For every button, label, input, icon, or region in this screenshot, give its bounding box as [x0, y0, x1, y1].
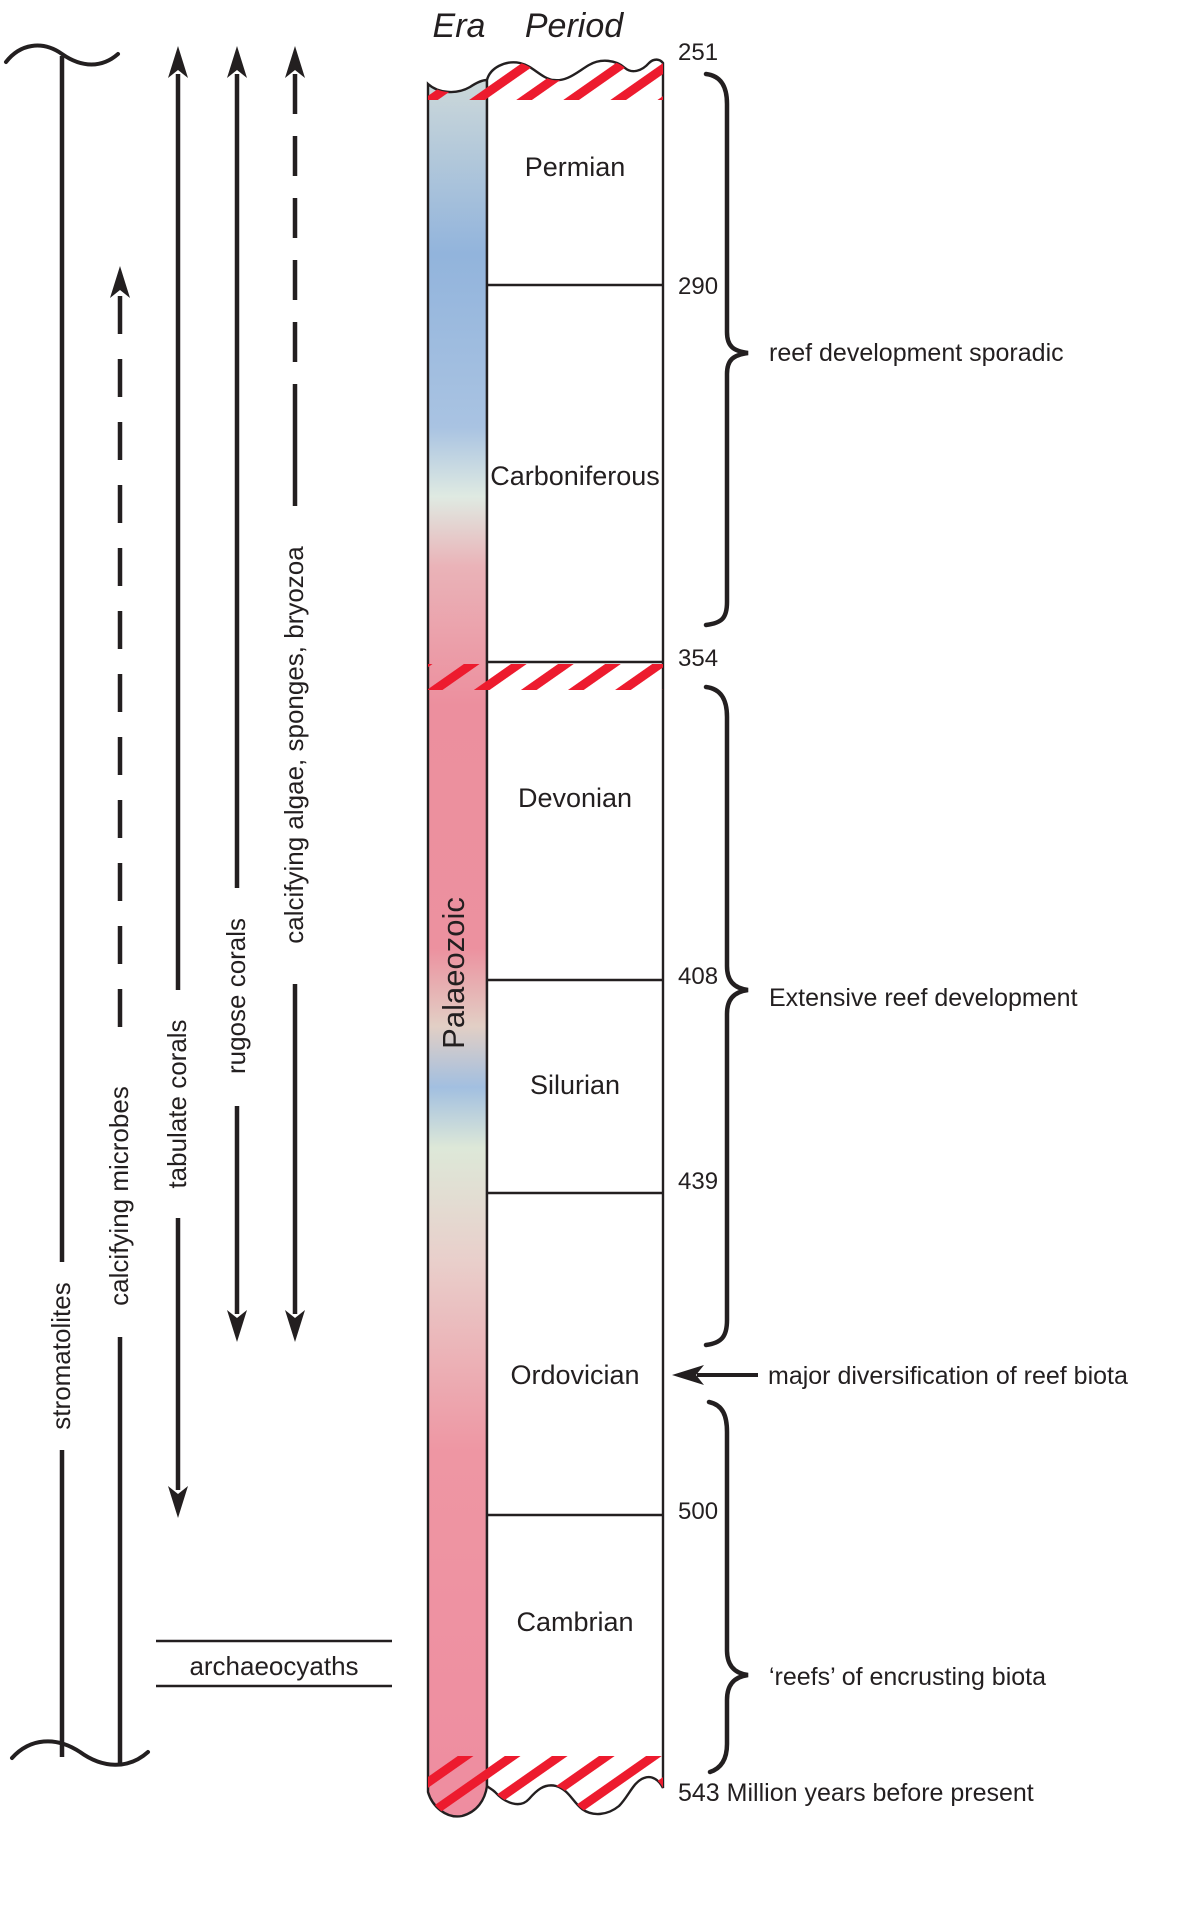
era-label: Palaeozoic: [436, 897, 471, 1049]
period-label-silurian: Silurian: [530, 1070, 620, 1100]
base-age-label: 543 Million years before present: [678, 1779, 1034, 1807]
range-rugose-corals: rugose corals: [221, 46, 251, 1342]
era-column-header: Era: [433, 7, 486, 45]
brace-reef-sporadic: [703, 71, 749, 628]
bottom-hatch-band: [428, 1756, 663, 1817]
period-label-ordovician: Ordovician: [510, 1360, 639, 1390]
down-arrowhead-icon: [285, 1310, 305, 1342]
period-label-cambrian: Cambrian: [516, 1607, 633, 1637]
range-stromatolites: stromatolites: [4, 43, 150, 1767]
period-label-carboniferous: Carboniferous: [490, 461, 660, 491]
range-label-calcifying-microbes: calcifying microbes: [104, 1086, 134, 1306]
annotation-diversification: major diversification of reef biota: [768, 1362, 1128, 1390]
period-column: [485, 58, 665, 1816]
range-label-tabulate-corals: tabulate corals: [162, 1019, 192, 1188]
range-label-calcifying-algae: calcifying algae, sponges, bryozoa: [279, 546, 309, 944]
brace-encrusting-reefs: [706, 1399, 749, 1775]
continuation-squiggle-bottom-icon: [10, 1739, 150, 1767]
age-tick-290: 290: [678, 273, 718, 300]
continuation-squiggle-top-icon: [4, 43, 120, 67]
range-label-stromatolites: stromatolites: [46, 1282, 76, 1429]
range-tabulate-corals: tabulate corals: [162, 46, 192, 1518]
annotation-encrusting-biota: ‘reefs’ of encrusting biota: [769, 1663, 1046, 1691]
range-calcifying-microbes: calcifying microbes: [104, 266, 134, 1766]
down-arrowhead-icon: [227, 1310, 247, 1342]
mid-hatch-band-354: [428, 664, 663, 690]
up-arrowhead-icon: [168, 46, 188, 78]
down-arrowhead-icon: [168, 1486, 188, 1518]
range-label-archaeocyaths: archaeocyaths: [189, 1651, 358, 1681]
period-label-devonian: Devonian: [518, 783, 632, 813]
age-tick-354: 354: [678, 645, 718, 672]
range-calcifying-algae-sponges-bryozoa: calcifying algae, sponges, bryozoa: [279, 46, 309, 1342]
range-archaeocyaths: archaeocyaths: [156, 1639, 392, 1688]
up-arrowhead-icon: [110, 266, 130, 298]
range-label-rugose-corals: rugose corals: [221, 918, 251, 1074]
up-arrowhead-icon: [285, 46, 305, 78]
up-arrowhead-icon: [227, 46, 247, 78]
age-tick-439: 439: [678, 1168, 718, 1195]
age-tick-500: 500: [678, 1498, 718, 1525]
left-arrowhead-icon: [672, 1365, 704, 1385]
age-tick-251: 251: [678, 39, 718, 66]
period-column-header: Period: [525, 7, 624, 45]
diversification-arrow: [672, 1365, 758, 1385]
brace-extensive-reef: [703, 684, 749, 1348]
period-label-permian: Permian: [525, 152, 626, 182]
annotation-reef-sporadic: reef development sporadic: [769, 339, 1064, 367]
annotation-extensive-reef: Extensive reef development: [769, 984, 1078, 1012]
age-tick-408: 408: [678, 963, 718, 990]
